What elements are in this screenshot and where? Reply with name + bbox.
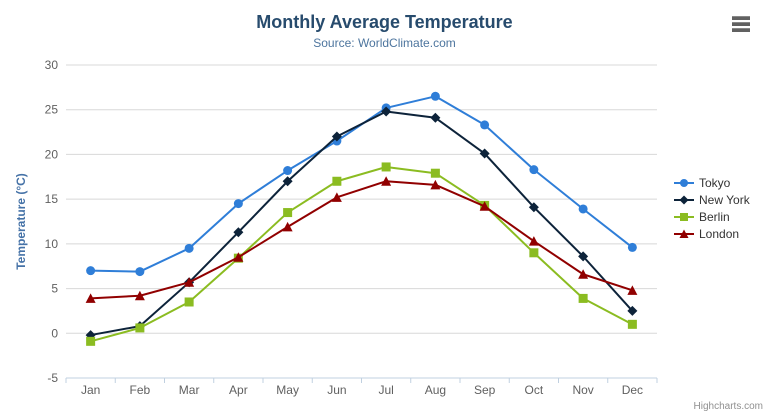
point-tokyo-mar[interactable] bbox=[184, 243, 194, 253]
x-axis-label: Jan bbox=[81, 383, 100, 397]
point-berlin-jun[interactable] bbox=[332, 176, 342, 186]
x-axis-label: Jul bbox=[378, 383, 393, 397]
legend-marker-triangle-icon bbox=[674, 229, 694, 238]
x-axis-label: Jun bbox=[327, 383, 346, 397]
point-new-york-apr[interactable] bbox=[233, 227, 244, 238]
x-axis-label: May bbox=[276, 383, 299, 397]
x-axis-label: Feb bbox=[130, 383, 151, 397]
point-berlin-nov[interactable] bbox=[578, 293, 588, 303]
point-tokyo-jan[interactable] bbox=[86, 266, 96, 276]
series-line-tokyo bbox=[90, 95, 633, 273]
point-london-may[interactable] bbox=[282, 221, 293, 232]
point-berlin-may[interactable] bbox=[283, 208, 293, 218]
legend-marker-square-icon bbox=[674, 212, 694, 221]
hamburger-icon bbox=[732, 22, 750, 26]
point-london-feb[interactable] bbox=[134, 290, 145, 301]
y-axis-title: Temperature (°C) bbox=[14, 173, 28, 270]
series-line-london bbox=[90, 180, 633, 300]
series-london[interactable] bbox=[85, 176, 638, 303]
legend-label: Berlin bbox=[699, 209, 730, 224]
legend-item-tokyo[interactable]: Tokyo bbox=[674, 175, 750, 190]
series-line-berlin bbox=[90, 165, 633, 343]
point-new-york-nov[interactable] bbox=[578, 251, 589, 262]
point-new-york-dec[interactable] bbox=[627, 305, 638, 316]
y-axis-label: 25 bbox=[45, 103, 59, 117]
y-axis-label: -5 bbox=[47, 371, 58, 385]
legend-item-berlin[interactable]: Berlin bbox=[674, 209, 750, 224]
point-berlin-aug[interactable] bbox=[430, 168, 440, 178]
x-axis-label: Mar bbox=[179, 383, 200, 397]
point-london-mar[interactable] bbox=[184, 277, 195, 287]
series-new-york[interactable] bbox=[85, 106, 638, 341]
point-berlin-mar[interactable] bbox=[184, 297, 194, 307]
y-axis-label: 10 bbox=[45, 237, 59, 251]
y-axis-label: 5 bbox=[51, 282, 58, 296]
point-london-jan[interactable] bbox=[85, 293, 96, 303]
point-london-sep[interactable] bbox=[479, 201, 490, 211]
point-tokyo-oct[interactable] bbox=[529, 165, 539, 175]
y-axis-label: 20 bbox=[45, 147, 59, 161]
point-berlin-feb[interactable] bbox=[135, 323, 145, 333]
y-axis-label: 15 bbox=[45, 192, 59, 206]
point-tokyo-may[interactable] bbox=[283, 166, 293, 176]
legend-item-new-york[interactable]: New York bbox=[674, 192, 750, 207]
point-london-nov[interactable] bbox=[578, 269, 589, 279]
point-london-jun[interactable] bbox=[331, 192, 342, 202]
x-axis-label: Apr bbox=[229, 383, 248, 397]
x-axis-label: Dec bbox=[622, 383, 643, 397]
hamburger-icon bbox=[732, 28, 750, 32]
x-axis-label: Sep bbox=[474, 383, 496, 397]
point-tokyo-aug[interactable] bbox=[430, 91, 440, 101]
point-tokyo-feb[interactable] bbox=[135, 267, 145, 277]
point-new-york-aug[interactable] bbox=[430, 112, 441, 123]
y-axis-label: 0 bbox=[51, 326, 58, 340]
legend-marker-circle-icon bbox=[674, 178, 694, 187]
x-axis-label: Nov bbox=[572, 383, 593, 397]
chart-context-menu-button[interactable] bbox=[731, 13, 755, 35]
series-line-new-york bbox=[90, 110, 634, 337]
point-tokyo-dec[interactable] bbox=[627, 242, 637, 252]
legend-label: London bbox=[699, 226, 740, 241]
point-new-york-jul[interactable] bbox=[381, 106, 392, 117]
legend-label: Tokyo bbox=[699, 175, 731, 190]
point-london-aug[interactable] bbox=[430, 179, 441, 190]
legend-label: New York bbox=[699, 192, 750, 207]
chart-subtitle: Source: WorldClimate.com bbox=[313, 36, 456, 50]
point-london-jul[interactable] bbox=[381, 176, 392, 186]
point-new-york-sep[interactable] bbox=[479, 148, 490, 159]
series-tokyo[interactable] bbox=[86, 91, 637, 277]
x-axis-label: Oct bbox=[525, 383, 544, 397]
point-berlin-dec[interactable] bbox=[627, 319, 637, 329]
point-new-york-jun[interactable] bbox=[331, 131, 342, 142]
point-london-oct[interactable] bbox=[528, 236, 539, 246]
point-london-dec[interactable] bbox=[627, 285, 638, 295]
point-tokyo-sep[interactable] bbox=[480, 120, 490, 130]
point-berlin-oct[interactable] bbox=[529, 248, 539, 258]
point-tokyo-apr[interactable] bbox=[233, 199, 243, 209]
point-tokyo-nov[interactable] bbox=[578, 204, 588, 214]
highcharts-credits-link[interactable]: Highcharts.com bbox=[693, 401, 763, 412]
point-new-york-may[interactable] bbox=[282, 176, 293, 187]
hamburger-icon bbox=[732, 16, 750, 20]
legend-marker-diamond-icon bbox=[674, 195, 694, 204]
x-axis-label: Aug bbox=[425, 383, 446, 397]
point-london-apr[interactable] bbox=[233, 252, 244, 262]
point-berlin-jan[interactable] bbox=[86, 336, 96, 346]
y-axis-label: 30 bbox=[45, 58, 59, 72]
point-new-york-oct[interactable] bbox=[528, 202, 539, 213]
legend: Tokyo New York Berlin London bbox=[674, 175, 750, 241]
point-berlin-jul[interactable] bbox=[381, 162, 391, 172]
chart-title: Monthly Average Temperature bbox=[256, 12, 513, 32]
legend-item-london[interactable]: London bbox=[674, 226, 750, 241]
